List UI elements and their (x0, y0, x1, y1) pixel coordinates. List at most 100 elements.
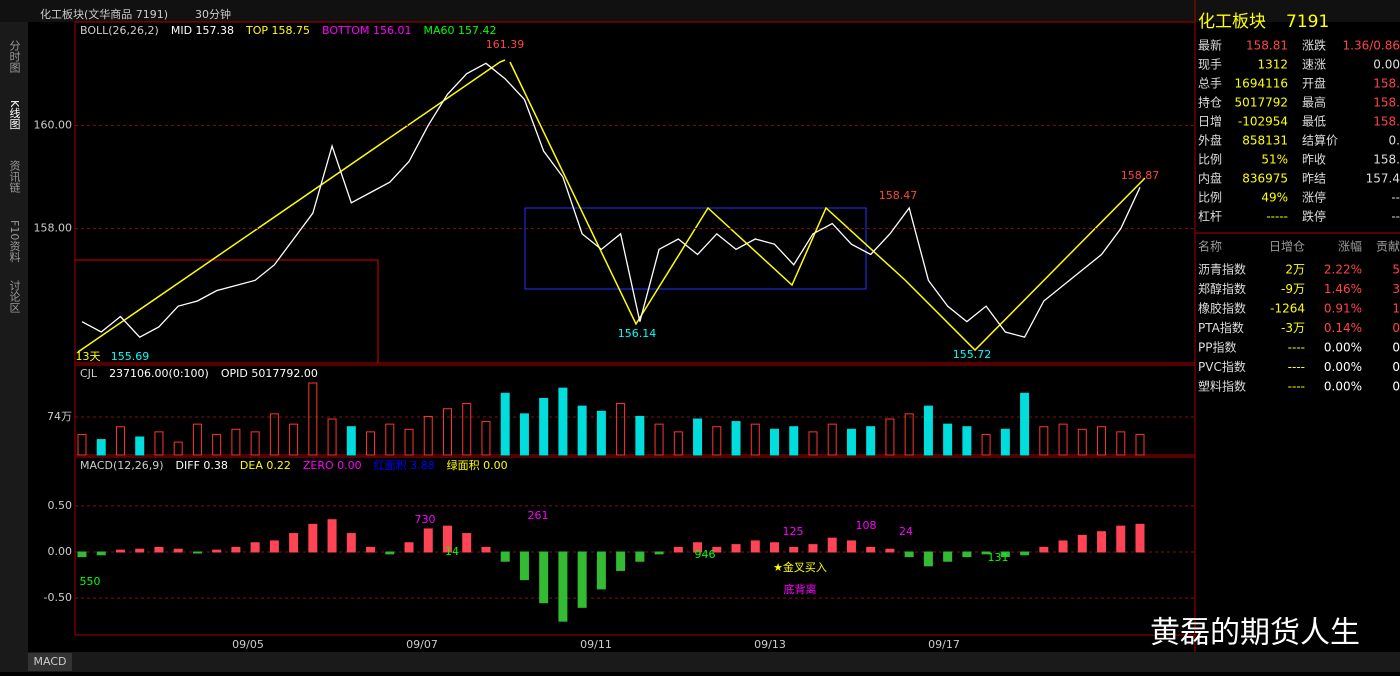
table-cell: 沥青指数 (1198, 262, 1246, 277)
volume-bar (923, 405, 933, 456)
header-title: 化工板块(文华商品 7191) (40, 7, 168, 21)
price-annotation: 155.69 (111, 350, 150, 363)
volume-bar (808, 431, 818, 456)
table-header: 日增仓 (1269, 240, 1305, 254)
macd-bar (808, 544, 818, 553)
indicator-label: DIFF 0.38 (176, 459, 228, 472)
macd-bar (866, 546, 876, 553)
quote-value: 1694116 (1235, 77, 1288, 91)
macd-bar (366, 546, 376, 553)
macd-bar (770, 542, 780, 553)
price-annotation: 13天 (76, 350, 101, 363)
macd-bar (519, 551, 529, 581)
macd-bar (635, 551, 645, 562)
volume-bar (1020, 392, 1030, 456)
bottom-tab-label[interactable]: MACD (34, 655, 67, 668)
indicator-label: 237106.00(0:100) (109, 367, 209, 380)
macd-bar (1135, 523, 1145, 553)
table-cell: ---- (1288, 360, 1305, 374)
quote-label: 外盘 (1198, 133, 1222, 148)
table-cell: 1.46% (1324, 282, 1362, 296)
macd-bar (596, 551, 606, 590)
macd-bar (750, 540, 760, 553)
quote-value: -- (1391, 191, 1400, 205)
volume-bar (1135, 433, 1145, 456)
sidebar-tab[interactable]: 资讯链 (8, 160, 21, 193)
quote-label: 昨结 (1302, 172, 1326, 186)
table-cell: 橡胶指数 (1198, 301, 1246, 316)
quote-value: 158.81 (1246, 39, 1288, 53)
quote-label: 昨收 (1302, 153, 1326, 167)
header-period[interactable]: 30分钟 (195, 7, 231, 21)
volume-bar (827, 423, 837, 456)
price-annotation: 156.14 (618, 327, 657, 340)
x-tick-label: 09/07 (406, 638, 438, 651)
quote-label: 比例 (1198, 153, 1222, 167)
x-tick-label: 09/13 (754, 638, 786, 651)
macd-bar (250, 542, 260, 553)
macd-annotation: 125 (783, 525, 804, 538)
macd-bar (404, 542, 414, 553)
table-cell: -3万 (1281, 321, 1305, 335)
price-annotation: 155.72 (953, 348, 992, 361)
macd-bar (346, 533, 356, 553)
quote-value: 51% (1261, 153, 1288, 167)
volume-bar (846, 428, 856, 456)
sidebar-tab[interactable]: 讨论区 (8, 280, 21, 313)
volume-bar (693, 418, 703, 456)
macd-bar (1020, 551, 1030, 556)
macd-annotation: 730 (415, 513, 436, 526)
macd-bar (693, 542, 703, 553)
sidebar-tab[interactable]: 分时图 (8, 40, 21, 74)
table-cell: 0.91% (1324, 302, 1362, 316)
macd-bar (423, 528, 433, 553)
table-cell: 0.00% (1324, 360, 1362, 374)
table-cell: 3 (1392, 282, 1400, 296)
quote-value: 5017792 (1235, 96, 1288, 110)
volume-bar (1039, 426, 1049, 456)
macd-bar (481, 546, 491, 553)
trend-line (509, 61, 1146, 352)
quote-value: 0.00 (1373, 58, 1400, 72)
quote-title: 化工板块 (1198, 12, 1266, 32)
volume-bar (423, 415, 433, 456)
macd-bar (115, 549, 125, 553)
volume-bar (519, 413, 529, 456)
macd-annotation: 108 (856, 519, 877, 532)
table-cell: 0.00% (1324, 380, 1362, 394)
bottom-tab[interactable] (28, 653, 72, 671)
indicator-label: MID 157.38 (171, 24, 234, 37)
macd-bar (154, 546, 164, 553)
macd-bar (231, 546, 241, 553)
macd-bar (462, 533, 472, 553)
indicator-label: MACD(12,26,9) (80, 459, 164, 472)
range-box-left (75, 259, 379, 363)
quote-label: 最新 (1198, 38, 1222, 53)
price-annotation: 158.87 (1121, 169, 1160, 182)
volume-bar (154, 431, 164, 456)
table-cell: ---- (1288, 341, 1305, 355)
sidebar-tab[interactable]: F10资料 (8, 220, 21, 263)
y-tick-label: 158.00 (34, 222, 73, 235)
quote-label: 杠杆 (1198, 209, 1222, 224)
volume-bar (346, 426, 356, 456)
table-cell: 郑醇指数 (1198, 281, 1246, 296)
volume-bar (500, 392, 510, 456)
volume-bar (885, 418, 895, 456)
quote-value: 158. (1373, 77, 1400, 91)
quote-label: 持仓 (1198, 95, 1222, 110)
volume-bar (904, 413, 914, 456)
macd-bar (385, 551, 395, 555)
macd-bar (308, 523, 318, 553)
macd-bar (904, 551, 914, 558)
macd-annotation: ★金叉买入 (773, 560, 827, 574)
table-header: 涨幅 (1338, 239, 1362, 254)
sidebar-tab[interactable]: K线图 (8, 100, 21, 130)
volume-bar (673, 431, 683, 456)
macd-bar (192, 551, 202, 554)
macd-bar (135, 548, 145, 553)
macd-bar (616, 551, 626, 571)
indicator-label: TOP 158.75 (245, 24, 310, 37)
quote-label: 涨跌 (1302, 38, 1326, 53)
